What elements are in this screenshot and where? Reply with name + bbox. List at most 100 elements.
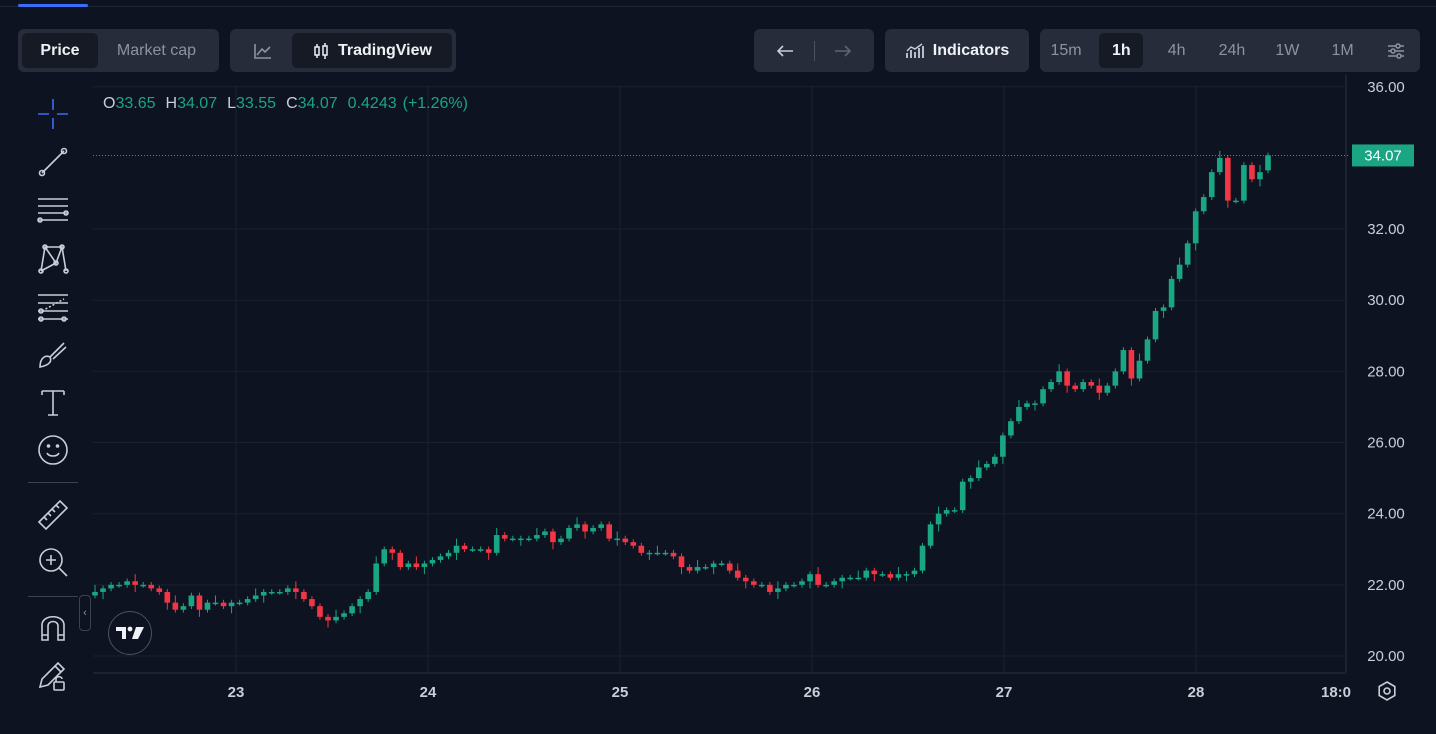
candle-body: [1072, 385, 1078, 390]
candle-body: [582, 524, 588, 532]
candle: [935, 506, 942, 532]
timeframe-1h[interactable]: 1h: [1099, 33, 1144, 68]
candle: [534, 527, 540, 542]
candle-body: [919, 545, 926, 571]
emoji-tool[interactable]: [28, 430, 78, 470]
candle-body: [413, 563, 420, 568]
candle-body: [445, 552, 452, 557]
horizontal-lines-icon: [37, 198, 69, 223]
horizontal-lines-tool[interactable]: [28, 190, 78, 230]
text-tool[interactable]: [28, 382, 78, 422]
lock-drawing-tool[interactable]: [28, 656, 78, 696]
candle: [397, 549, 404, 570]
trend-line-tool[interactable]: [28, 142, 78, 182]
candle-body: [317, 606, 323, 617]
candle: [389, 546, 396, 560]
candle-body: [710, 563, 717, 568]
timeframe-15m[interactable]: 15m: [1050, 41, 1082, 59]
candle: [132, 574, 138, 592]
candle: [1168, 276, 1175, 311]
line-chart-button[interactable]: [234, 33, 292, 68]
candle-body: [558, 538, 564, 543]
candle-body: [212, 602, 219, 605]
candle-body: [148, 584, 155, 589]
candle: [1184, 240, 1191, 268]
candle: [164, 589, 171, 610]
candle-body: [542, 531, 548, 536]
candle-body: [509, 538, 516, 541]
candle: [831, 578, 837, 588]
candle: [445, 549, 452, 560]
candle-body: [333, 616, 339, 621]
candle: [566, 525, 572, 542]
candle-body: [943, 510, 950, 514]
candle: [911, 567, 918, 578]
x-axis: 23 24 25 26 27 28 18:0: [228, 684, 1351, 701]
candle-body: [461, 545, 468, 550]
brush-tool[interactable]: [28, 334, 78, 374]
candle: [1072, 382, 1078, 393]
candle-body: [1032, 403, 1038, 405]
fib-tool[interactable]: [28, 286, 78, 326]
timeframe-1w[interactable]: 1W: [1275, 41, 1300, 59]
candle-body: [132, 581, 138, 585]
magnet-tool[interactable]: [28, 607, 78, 647]
candle: [1040, 386, 1046, 407]
crosshair-tool[interactable]: [28, 94, 78, 134]
candle: [694, 559, 701, 574]
candle-body: [485, 549, 492, 553]
candle: [967, 475, 974, 489]
candle: [1136, 353, 1143, 382]
tradingview-logo[interactable]: [108, 611, 152, 655]
ruler-tool[interactable]: [28, 495, 78, 535]
candle: [373, 556, 380, 595]
candle: [1088, 379, 1095, 389]
pattern-tool[interactable]: [28, 238, 78, 278]
candle-body: [276, 591, 283, 594]
candle-body: [309, 599, 315, 607]
candle: [180, 603, 187, 613]
candle-body: [686, 567, 693, 571]
candle-body: [236, 602, 243, 605]
candle: [783, 581, 789, 592]
market-cap-tab[interactable]: Market cap: [116, 41, 197, 59]
candle: [558, 535, 564, 545]
chart-settings-button[interactable]: [1376, 33, 1416, 68]
price-tab[interactable]: Price: [22, 33, 98, 68]
candle-body: [734, 570, 741, 578]
candle: [807, 571, 813, 589]
change-percent: (+1.26%): [402, 95, 468, 112]
forward-button[interactable]: [822, 33, 864, 68]
candle-body: [1128, 350, 1135, 379]
indicators-button[interactable]: Indicators: [885, 29, 1029, 72]
candle: [550, 528, 556, 550]
y-axis: 36.00 32.00 30.00 28.00 26.00 24.00 22.00 20.00…: [1352, 79, 1414, 665]
candle-body: [172, 602, 179, 610]
candle-body: [823, 584, 829, 587]
candle: [1241, 162, 1247, 204]
candle-body: [405, 563, 412, 568]
open-value: 33.65: [115, 95, 156, 112]
zoom-tool[interactable]: [28, 542, 78, 582]
timeframe-1m[interactable]: 1M: [1331, 41, 1354, 59]
timeframe-24h[interactable]: 24h: [1218, 41, 1246, 59]
back-button[interactable]: [764, 33, 806, 68]
candle: [1176, 257, 1183, 282]
candle: [1064, 368, 1070, 393]
candle: [678, 553, 685, 575]
candle-body: [775, 588, 781, 592]
candle-body: [220, 602, 227, 607]
candle-body: [164, 591, 171, 603]
toolbar-separator: [28, 482, 78, 483]
x-tick-label: 26: [804, 684, 821, 701]
tradingview-button[interactable]: TradingView: [292, 33, 452, 68]
candle: [469, 546, 476, 553]
timeframe-4h[interactable]: 4h: [1167, 41, 1186, 59]
candle: [710, 560, 717, 575]
candle-body: [526, 538, 532, 541]
candle-body: [815, 574, 821, 585]
collapse-toolbar-button[interactable]: ‹: [79, 595, 91, 631]
candle-body: [293, 588, 299, 592]
chart-gear-button[interactable]: [1376, 680, 1398, 702]
